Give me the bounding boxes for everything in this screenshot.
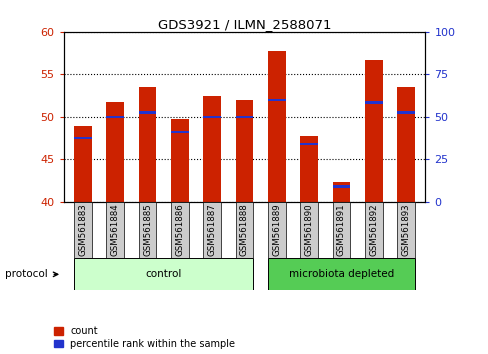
Bar — [267, 202, 285, 258]
Bar — [203, 115, 221, 118]
Bar — [300, 202, 317, 258]
Bar — [364, 60, 382, 202]
Text: GSM561887: GSM561887 — [207, 204, 216, 256]
Bar — [106, 102, 124, 202]
Legend: count, percentile rank within the sample: count, percentile rank within the sample — [54, 326, 235, 349]
Text: GSM561886: GSM561886 — [175, 204, 184, 256]
Bar — [235, 100, 253, 202]
Bar — [364, 101, 382, 104]
Bar — [74, 137, 92, 139]
Bar — [139, 111, 156, 114]
Bar — [396, 202, 414, 258]
Text: GSM561891: GSM561891 — [336, 204, 345, 256]
Text: GSM561889: GSM561889 — [272, 204, 281, 256]
Bar — [139, 202, 156, 258]
Text: GSM561883: GSM561883 — [78, 204, 87, 256]
Bar — [300, 143, 317, 145]
Bar — [396, 87, 414, 202]
Bar — [396, 111, 414, 114]
Bar — [74, 258, 253, 290]
Text: GSM561893: GSM561893 — [401, 204, 410, 256]
Bar — [139, 87, 156, 202]
Text: GSM561888: GSM561888 — [240, 204, 248, 256]
Text: GSM561884: GSM561884 — [111, 204, 120, 256]
Bar — [203, 96, 221, 202]
Bar — [332, 202, 349, 258]
Text: control: control — [145, 269, 182, 279]
Text: GSM561890: GSM561890 — [304, 204, 313, 256]
Bar — [364, 202, 382, 258]
Bar — [300, 136, 317, 202]
Bar — [171, 131, 188, 133]
Bar — [235, 202, 253, 258]
Bar — [74, 202, 92, 258]
Bar — [267, 51, 285, 202]
Bar — [203, 202, 221, 258]
Title: GDS3921 / ILMN_2588071: GDS3921 / ILMN_2588071 — [158, 18, 330, 31]
Bar — [332, 182, 349, 202]
Text: GSM561892: GSM561892 — [368, 204, 377, 256]
Bar — [106, 115, 124, 118]
Bar — [332, 185, 349, 188]
Text: GSM561885: GSM561885 — [143, 204, 152, 256]
Bar — [106, 202, 124, 258]
Bar — [74, 126, 92, 202]
Bar — [171, 119, 188, 202]
Bar — [267, 98, 285, 101]
Bar — [267, 258, 414, 290]
Bar — [235, 115, 253, 118]
Bar — [171, 202, 188, 258]
Text: protocol: protocol — [5, 269, 47, 279]
Text: microbiota depleted: microbiota depleted — [288, 269, 393, 279]
